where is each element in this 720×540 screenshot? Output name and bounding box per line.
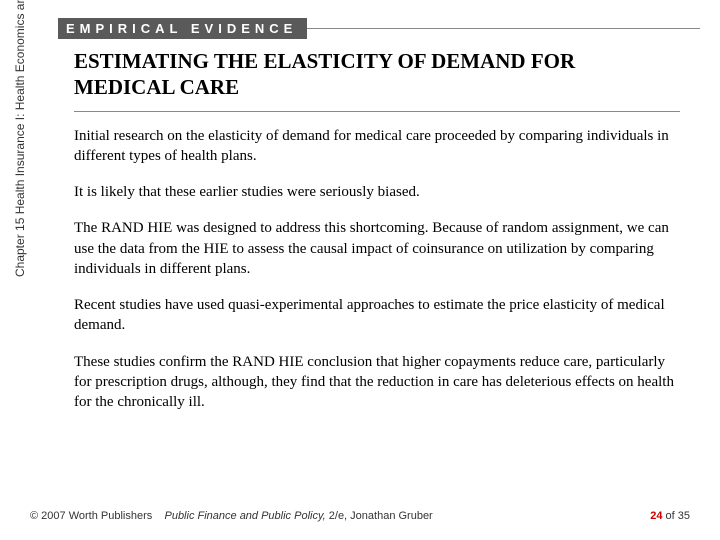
paragraph: It is likely that these earlier studies … xyxy=(74,182,680,202)
section-label: EMPIRICAL EVIDENCE xyxy=(58,18,307,39)
slide: Chapter 15 Health Insurance I: Health Ec… xyxy=(0,0,720,540)
page-current: 24 xyxy=(650,510,662,522)
page-sep: of xyxy=(662,510,677,522)
paragraph: These studies confirm the RAND HIE concl… xyxy=(74,352,680,413)
page-number: 24 of 35 xyxy=(650,510,690,522)
book-edition: 2/e, Jonathan Gruber xyxy=(329,510,433,522)
section-header: EMPIRICAL EVIDENCE xyxy=(58,18,700,38)
paragraph: Initial research on the elasticity of de… xyxy=(74,126,680,167)
book-title: Public Finance and Public Policy, xyxy=(164,510,325,522)
footer: © 2007 Worth Publishers Public Finance a… xyxy=(30,510,690,522)
slide-title: ESTIMATING THE ELASTICITY OF DEMAND FOR … xyxy=(74,48,680,112)
body-text: Initial research on the elasticity of de… xyxy=(74,126,680,413)
copyright-text: © 2007 Worth Publishers xyxy=(30,510,152,522)
paragraph: The RAND HIE was designed to address thi… xyxy=(74,218,680,279)
footer-copyright: © 2007 Worth Publishers Public Finance a… xyxy=(30,510,433,522)
paragraph: Recent studies have used quasi-experimen… xyxy=(74,295,680,336)
page-total: 35 xyxy=(678,510,690,522)
chapter-sidebar-label: Chapter 15 Health Insurance I: Health Ec… xyxy=(13,0,27,277)
content-area: ESTIMATING THE ELASTICITY OF DEMAND FOR … xyxy=(74,48,680,428)
